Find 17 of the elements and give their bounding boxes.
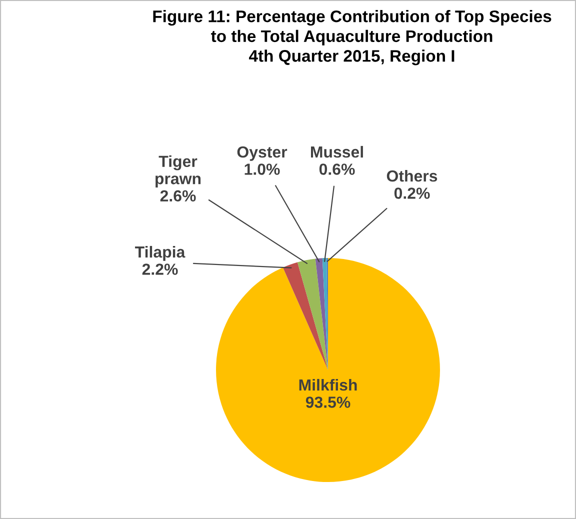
slice-label: Milkfish xyxy=(299,378,357,391)
slice-label: Mussel xyxy=(310,146,363,158)
data-label: 0.6% xyxy=(319,164,355,175)
slice-label: Tilapia xyxy=(135,246,186,261)
pie-slice xyxy=(315,258,328,370)
pie-slice xyxy=(216,258,440,482)
data-label: 93.5% xyxy=(306,396,350,408)
data-label: 1.0% xyxy=(244,164,280,175)
slice-label: Tiger prawn xyxy=(156,155,201,188)
data-label: 2.6% xyxy=(160,190,196,202)
pie-slice xyxy=(297,258,328,370)
slice-label: Others xyxy=(386,170,438,182)
data-label: 2.2% xyxy=(142,264,178,275)
slice-label: Oyster xyxy=(237,146,288,161)
pie-slice xyxy=(282,262,328,370)
chart-title: Figure 11: Percentage Contribution of Top Species to the Total Aquaculture Production 4th Quarter 2015, Region I xyxy=(153,10,552,66)
data-label: 0.2% xyxy=(394,188,430,199)
